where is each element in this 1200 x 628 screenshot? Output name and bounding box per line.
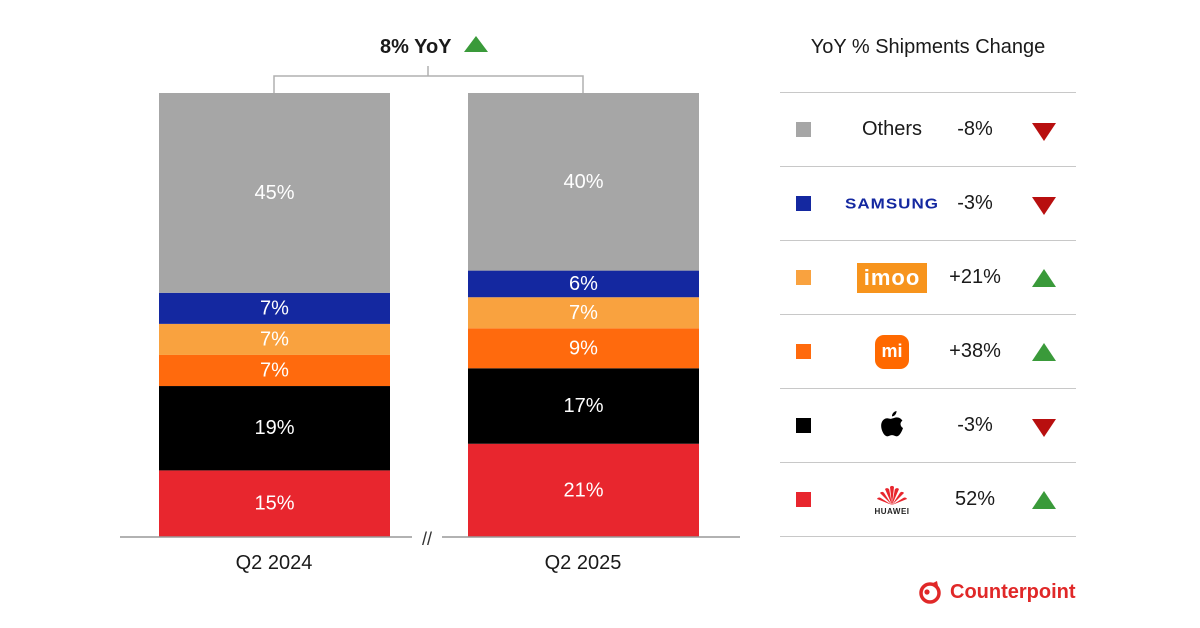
data-label-samsung-q2-2025: 6% [569,273,598,295]
down-arrow-icon [1032,197,1056,215]
legend-row-others: Others -8% [780,93,1076,167]
swatch-others [796,122,811,137]
bar-segment-xiaomi-q2-2024 [159,354,390,387]
bar-segment-apple-q2-2025 [468,368,699,444]
change-imoo: +21% [949,266,1001,288]
bar-segment-huawei-q2-2025 [468,443,699,537]
huawei-petals-icon [877,485,907,505]
change-xiaomi: +38% [949,340,1001,362]
change-apple: -3% [957,414,993,436]
legend-title: YoY % Shipments Change [810,36,1046,58]
data-label-apple-q2-2025: 17% [563,395,603,417]
yoy-annotation: 8% YoY [380,36,452,58]
change-huawei: 52% [954,488,996,510]
up-arrow-icon [1032,491,1056,509]
data-label-huawei-q2-2024: 15% [254,493,294,515]
category-label-q2-2024: Q2 2024 [236,552,313,574]
imoo-logo: imoo [856,262,928,293]
data-label-xiaomi-q2-2024: 7% [260,360,289,382]
swatch-huawei [796,492,811,507]
data-label-imoo-q2-2025: 7% [569,302,598,324]
brand-samsung: SAMSUNG [836,167,948,240]
huawei-logo-text: HUAWEI [874,506,910,516]
stacked-bar-chart: 15% 19% 7% 7% 7% 45% 21% 17% 9% 7% 6% 40% // Q2 202… [120,36,740,574]
data-label-others-q2-2025: 40% [563,171,603,193]
down-arrow-icon [1032,419,1056,437]
bar-segment-huawei-q2-2024 [159,470,390,537]
samsung-logo: SAMSUNG [845,195,939,212]
xiaomi-logo: mi [875,334,909,369]
brand-huawei: HUAWEI [836,463,948,536]
change-others: -8% [957,118,993,140]
apple-icon [877,409,907,443]
legend: YoY % Shipments Change Others -8% SAMSUN… [780,30,1076,537]
data-label-huawei-q2-2025: 21% [563,479,603,501]
down-arrow-icon [1032,123,1056,141]
axis-break-mark: // [422,529,432,549]
swatch-xiaomi [796,344,811,359]
bar-segment-apple-q2-2024 [159,386,390,471]
legend-table: Others -8% SAMSUNG -3% imoo +21% mi +38% [780,92,1076,537]
category-label-q2-2025: Q2 2025 [545,552,622,574]
counterpoint-logo-icon [919,581,941,604]
data-label-others-q2-2024: 45% [254,182,294,204]
change-samsung: -3% [957,192,993,214]
yoy-up-arrow-icon [464,36,488,52]
counterpoint-logo: Counterpoint [918,580,1076,604]
legend-row-imoo: imoo +21% [780,241,1076,315]
bar-segment-samsung-q2-2024 [159,292,390,324]
up-arrow-icon [1032,343,1056,361]
bar-segment-others-q2-2025 [468,93,699,271]
bar-segment-imoo-q2-2025 [468,297,699,329]
bar-segment-samsung-q2-2025 [468,270,699,298]
bar-segment-others-q2-2024 [159,93,390,293]
brand-apple [836,389,948,462]
bar-segment-xiaomi-q2-2025 [468,328,699,369]
brand-xiaomi: mi [836,315,948,388]
up-arrow-icon [1032,269,1056,287]
swatch-imoo [796,270,811,285]
legend-row-xiaomi: mi +38% [780,315,1076,389]
yoy-bracket [273,66,584,93]
data-label-apple-q2-2024: 19% [254,417,294,439]
swatch-apple [796,418,811,433]
swatch-samsung [796,196,811,211]
brand-others: Others [836,93,948,166]
counterpoint-logo-text: Counterpoint [950,580,1076,603]
data-label-samsung-q2-2024: 7% [260,297,289,319]
legend-row-apple: -3% [780,389,1076,463]
brand-imoo: imoo [836,241,948,314]
huawei-logo: HUAWEI [875,484,910,516]
data-label-xiaomi-q2-2025: 9% [569,337,598,359]
data-label-imoo-q2-2024: 7% [260,328,289,350]
legend-row-samsung: SAMSUNG -3% [780,167,1076,241]
brand-others-text: Others [861,118,923,140]
legend-row-huawei: HUAWEI 52% [780,463,1076,537]
bar-segment-imoo-q2-2024 [159,323,390,355]
